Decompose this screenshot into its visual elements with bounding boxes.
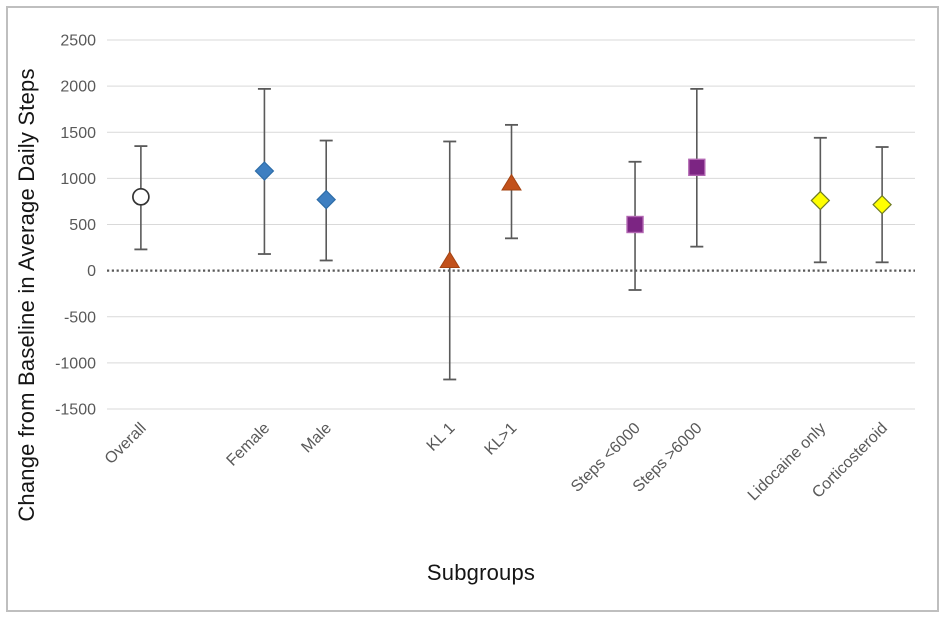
data-point-diamond [316,189,337,210]
data-point-circle [132,187,150,206]
data-point-square [626,215,644,234]
data-point-diamond [254,161,275,181]
x-category-label: Overall [102,420,150,468]
y-tick-label: -1500 [55,402,96,419]
x-category-label: KL>1 [482,420,521,459]
data-point-diamond [810,190,831,211]
y-tick-label: 500 [69,217,96,234]
data-point-diamond [872,194,892,215]
x-category-label: Male [298,420,335,457]
y-tick-label: -1000 [55,355,96,372]
y-tick-label: 0 [87,263,96,280]
x-category-label: KL 1 [424,420,459,455]
y-tick-label: -500 [64,309,96,326]
y-tick-label: 2000 [60,79,96,96]
y-tick-label: 1500 [60,125,96,142]
x-category-label: Female [223,420,273,470]
y-axis-title: Change from Baseline in Average Daily St… [14,68,39,522]
data-point-triangle [501,173,522,191]
figure-border [6,6,939,612]
y-tick-label: 2500 [60,33,96,50]
y-tick-label: 1000 [60,171,96,188]
x-axis-title: Subgroups [426,560,536,585]
data-point-square [688,158,706,177]
data-point-triangle [439,251,461,268]
